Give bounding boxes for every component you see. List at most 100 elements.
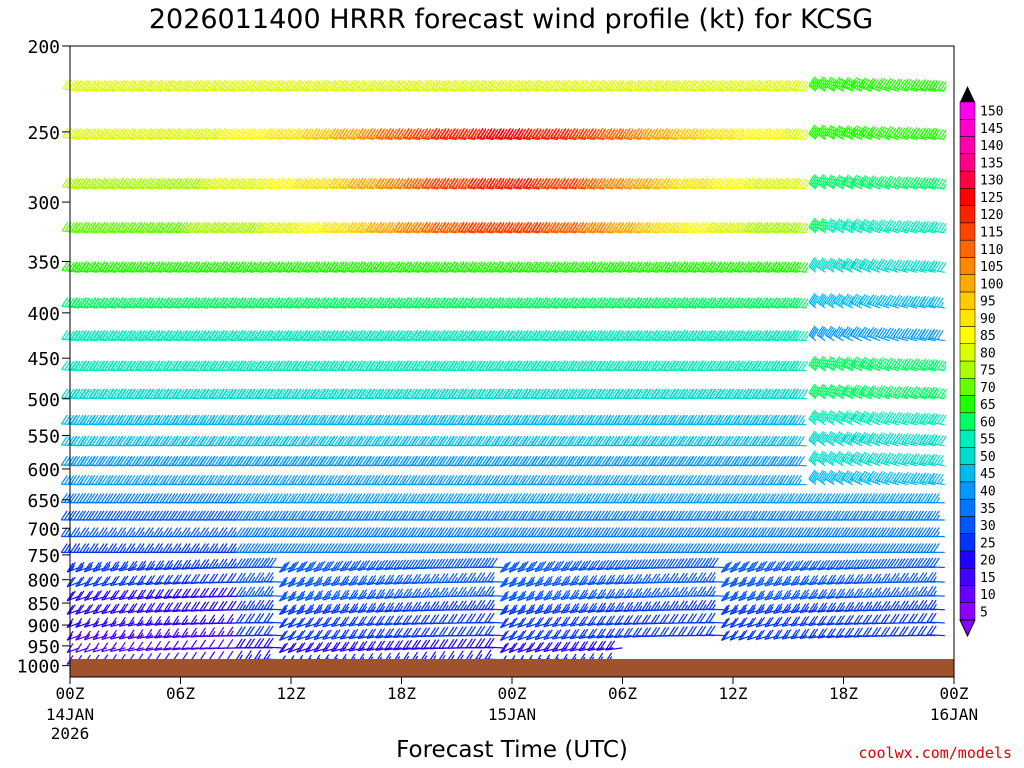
barb-staff	[910, 135, 927, 141]
barb-flag	[898, 79, 906, 90]
barb-flag	[178, 178, 186, 188]
barb-flag	[427, 128, 435, 139]
barb-flag	[274, 79, 282, 90]
barb-flag	[907, 79, 915, 90]
barb-flag	[319, 177, 327, 188]
barb-flag	[878, 259, 886, 270]
barb-flag	[338, 79, 346, 90]
wind-barb	[808, 292, 820, 309]
barb-staff	[661, 136, 678, 141]
barb-flag	[531, 127, 539, 138]
barb-staff	[430, 136, 448, 141]
barb-flag	[596, 127, 604, 138]
barb-staff	[568, 136, 586, 141]
barb-flag	[298, 178, 306, 188]
barb-flag	[325, 178, 333, 188]
barb-flag	[767, 128, 775, 139]
barb-flag	[895, 127, 903, 137]
barb-staff	[522, 136, 540, 141]
barb-staff	[237, 88, 255, 92]
barb-flag	[808, 76, 816, 86]
barb-flag	[304, 79, 312, 90]
barb-flag	[356, 177, 364, 188]
barb-staff	[679, 136, 697, 141]
barb-staff	[550, 88, 568, 92]
barb-staff	[356, 186, 374, 190]
barb-flag	[916, 128, 923, 138]
barb-staff	[154, 186, 172, 190]
barb-staff	[403, 136, 421, 141]
barb-flag	[829, 79, 837, 90]
barb-staff	[698, 88, 715, 92]
barb-staff	[320, 88, 338, 92]
barb-flag	[752, 127, 760, 138]
barb-flag	[83, 177, 91, 188]
barb-flag	[92, 79, 100, 90]
barb-flag	[418, 80, 426, 91]
barb-flag	[546, 128, 554, 139]
barb-staff	[707, 136, 724, 141]
barb-flag	[279, 128, 287, 139]
barb-flag	[642, 79, 650, 90]
barb-flag	[157, 128, 165, 138]
barb-flag	[635, 128, 643, 138]
barb-flag	[818, 125, 826, 136]
barb-flag	[494, 127, 502, 138]
barb-flag	[860, 78, 868, 88]
barb-flag	[243, 128, 251, 139]
barb-flag	[77, 80, 85, 91]
barb-flag	[117, 127, 125, 138]
barb-flag	[798, 178, 806, 189]
barb-flag	[329, 127, 337, 138]
barb-flag	[488, 79, 496, 90]
barb-flag	[801, 223, 809, 233]
barb-flag	[889, 79, 897, 90]
barb-flag	[849, 80, 857, 91]
barb-flag	[126, 177, 134, 188]
barb-flag	[801, 262, 809, 273]
barb-staff	[467, 88, 485, 92]
barb-flag	[227, 79, 235, 90]
barb-flag	[334, 178, 342, 188]
barb-staff	[753, 88, 770, 92]
barb-flag	[878, 78, 886, 89]
barb-flag	[80, 79, 88, 90]
barb-flag	[924, 80, 932, 90]
barb-flag	[230, 128, 238, 138]
barb-flag	[104, 178, 112, 188]
barb-half-flag	[804, 302, 809, 309]
barb-staff	[403, 88, 421, 92]
barb-staff	[191, 136, 209, 141]
barb-flag	[901, 78, 909, 89]
barb-flag	[365, 177, 373, 188]
barb-staff	[513, 136, 531, 141]
barb-flag	[218, 127, 226, 138]
barb-flag	[362, 178, 370, 188]
barb-staff	[790, 88, 807, 92]
barb-flag	[215, 128, 223, 139]
barb-staff	[71, 186, 89, 190]
barb-flag	[62, 79, 70, 90]
barb-flag	[849, 128, 857, 139]
barb-flag	[258, 177, 266, 188]
barb-flag	[731, 80, 739, 91]
barb-flag	[203, 79, 211, 90]
barb-staff	[893, 135, 909, 141]
barb-staff	[99, 88, 117, 92]
barb-flag	[795, 80, 803, 91]
barb-flag	[239, 177, 247, 188]
barb-flag	[80, 177, 88, 188]
barb-flag	[365, 127, 373, 138]
barb-flag	[369, 79, 377, 90]
barb-flag	[858, 80, 866, 91]
barb-flag	[218, 79, 226, 90]
barb-flag	[895, 259, 903, 270]
barb-flag	[771, 79, 779, 90]
barb-flag	[454, 128, 462, 139]
barb-flag	[519, 128, 527, 139]
barb-staff	[893, 86, 909, 92]
barb-flag	[267, 128, 275, 138]
barb-flag	[233, 128, 241, 139]
barb-flag	[325, 128, 333, 139]
barb-flag	[160, 80, 168, 91]
